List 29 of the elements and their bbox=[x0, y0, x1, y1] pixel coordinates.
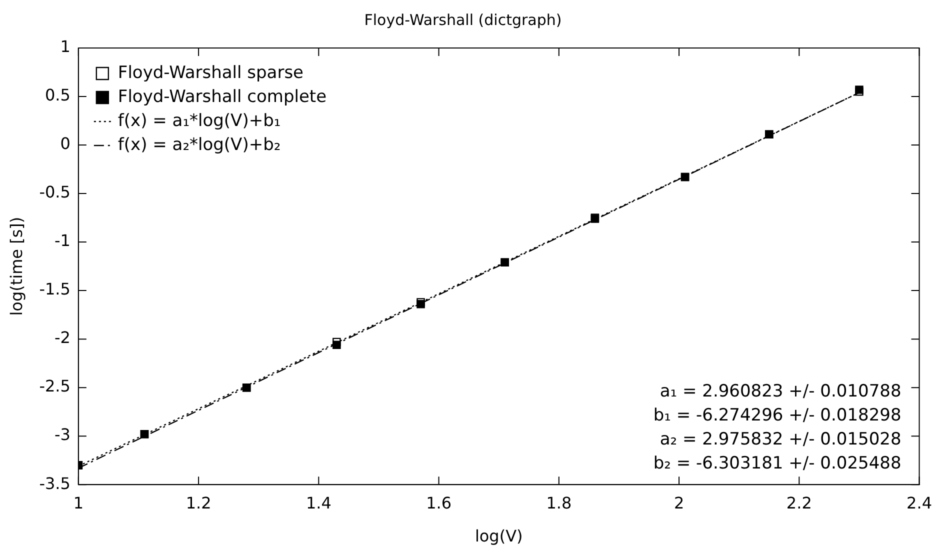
legend-label: f(x) = a₂*log(V)+b₂ bbox=[118, 134, 281, 155]
chart-title: Floyd-Warshall (dictgraph) bbox=[364, 10, 562, 29]
annotation: a₂ = 2.975832 +/- 0.015028 bbox=[660, 430, 902, 450]
x-tick-label: 1.8 bbox=[546, 493, 572, 512]
y-tick-label: 0.5 bbox=[44, 86, 70, 105]
legend-label: Floyd-Warshall complete bbox=[118, 86, 327, 107]
y-tick-label: -2.5 bbox=[39, 376, 70, 396]
y-tick-label: -1 bbox=[54, 231, 70, 250]
y-axis-title: log(time [s]) bbox=[6, 216, 26, 316]
legend-label: Floyd-Warshall sparse bbox=[118, 62, 304, 83]
y-tick-label: -3.5 bbox=[39, 474, 70, 493]
y-tick-label: -0.5 bbox=[39, 182, 70, 202]
y-tick-label: -3 bbox=[54, 425, 70, 444]
annotation: b₂ = -6.303181 +/- 0.025488 bbox=[653, 454, 902, 474]
x-tick-label: 1.4 bbox=[306, 493, 332, 512]
x-tick-label: 2.4 bbox=[906, 493, 932, 512]
x-tick-label: 2.2 bbox=[786, 493, 812, 512]
x-tick-label: 1.6 bbox=[426, 493, 452, 512]
x-axis-title: log(V) bbox=[474, 526, 523, 546]
annotation: b₁ = -6.274296 +/- 0.018298 bbox=[653, 406, 902, 426]
x-tick-label: 1 bbox=[73, 493, 84, 512]
annotation: a₁ = 2.960823 +/- 0.010788 bbox=[660, 382, 902, 402]
y-tick-label: 0 bbox=[60, 134, 70, 154]
y-tick-label: 1 bbox=[60, 37, 70, 56]
x-tick-label: 2 bbox=[674, 493, 684, 512]
y-tick-label: -2 bbox=[54, 328, 70, 348]
legend-label: f(x) = a₁*log(V)+b₁ bbox=[118, 110, 281, 131]
y-tick-label: -1.5 bbox=[39, 280, 70, 299]
x-tick-label: 1.2 bbox=[186, 493, 212, 512]
